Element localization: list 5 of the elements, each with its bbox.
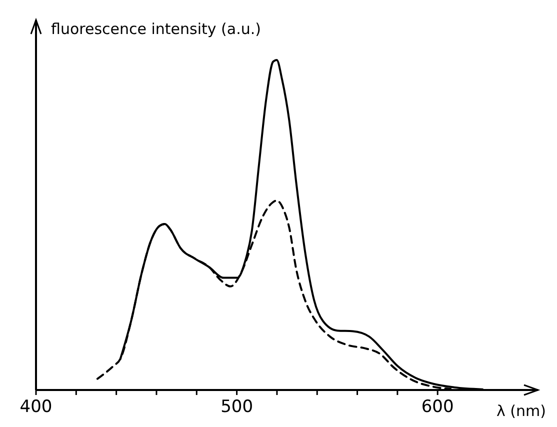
x-tick-label: 400 <box>20 397 52 417</box>
x-tick-label: 600 <box>421 397 454 417</box>
y-axis-title: fluorescence intensity (a.u.) <box>51 20 261 38</box>
x-axis-title: λ (nm) <box>496 402 546 420</box>
x-tick-label: 500 <box>220 397 254 417</box>
